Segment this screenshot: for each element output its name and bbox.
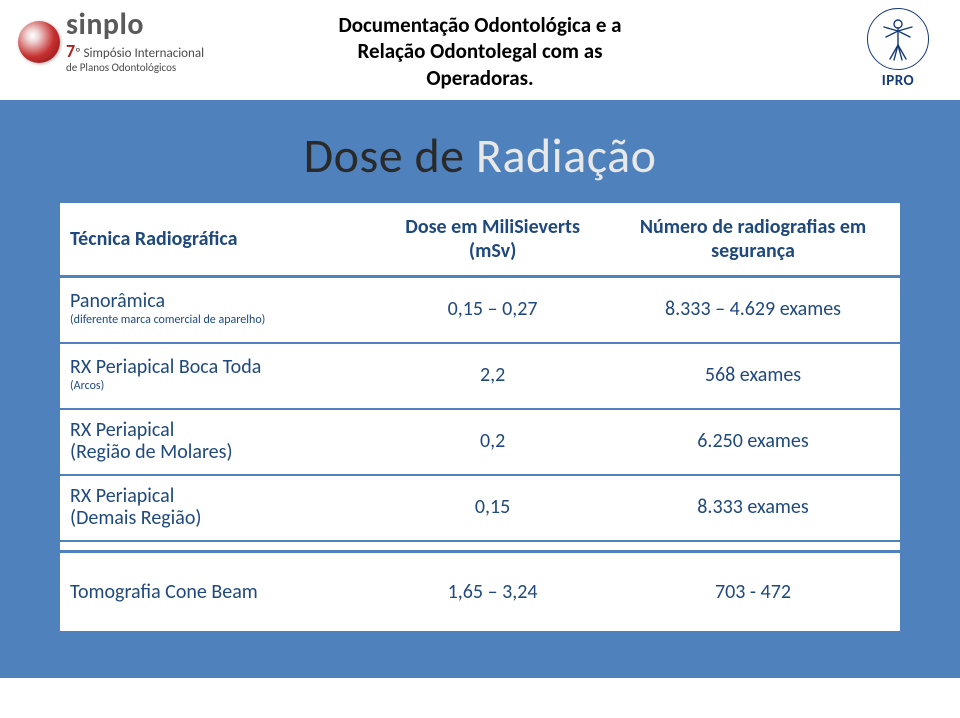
row-label: Panorâmica (diferente marca comercial de… bbox=[60, 277, 379, 344]
row-count: 568 exames bbox=[606, 343, 900, 409]
table-footer-row: Tomografia Cone Beam 1,65 – 3,24 703 - 4… bbox=[60, 552, 900, 633]
row-label: RX Periapical Boca Toda (Arcos) bbox=[60, 343, 379, 409]
col-header-count: Número de radiografias em segurança bbox=[606, 202, 900, 277]
row-label-sub2: (Demais Região) bbox=[70, 506, 201, 530]
row-label: RX Periapical (Demais Região) bbox=[60, 475, 379, 541]
header-title: Documentação Odontológica e a Relação Od… bbox=[260, 12, 700, 91]
footer-label: Tomografia Cone Beam bbox=[60, 552, 379, 633]
sinplo-seven: 7 bbox=[66, 40, 75, 62]
table-spacer bbox=[60, 541, 900, 552]
table-card: Técnica Radiográfica Dose em MiliSievert… bbox=[60, 200, 900, 634]
row-label-sub: (diferente marca comercial de aparelho) bbox=[70, 314, 369, 327]
sinplo-tagline-suffix: º Simpósio Internacional bbox=[75, 46, 204, 61]
table-row: RX Periapical (Região de Molares) 0,2 6.… bbox=[60, 409, 900, 475]
row-label-main: RX Periapical bbox=[70, 418, 174, 442]
row-count: 6.250 exames bbox=[606, 409, 900, 475]
radiation-table: Técnica Radiográfica Dose em MiliSievert… bbox=[60, 200, 900, 634]
vitruvian-icon bbox=[880, 17, 916, 61]
row-label-main: RX Periapical Boca Toda bbox=[70, 355, 261, 379]
header-title-line3: Operadoras. bbox=[426, 65, 533, 91]
row-label-main: RX Periapical bbox=[70, 484, 174, 508]
col-header-dose: Dose em MiliSieverts (mSv) bbox=[379, 202, 606, 277]
row-count: 8.333 – 4.629 exames bbox=[606, 277, 900, 344]
globe-icon bbox=[18, 21, 60, 63]
sinplo-tagline-1: 7º Simpósio Internacional bbox=[66, 42, 204, 60]
header: sinplo 7º Simpósio Internacional de Plan… bbox=[0, 0, 960, 100]
row-dose: 0,15 – 0,27 bbox=[379, 277, 606, 344]
slide-title-part2: Radiação bbox=[476, 126, 656, 185]
table-header-row: Técnica Radiográfica Dose em MiliSievert… bbox=[60, 202, 900, 277]
row-label-main: Panorâmica bbox=[70, 289, 165, 313]
logo-ipro: IPRO bbox=[862, 8, 934, 90]
header-title-line1: Documentação Odontológica e a bbox=[338, 12, 621, 38]
footer-count: 703 - 472 bbox=[606, 552, 900, 633]
sinplo-text: sinplo 7º Simpósio Internacional de Plan… bbox=[66, 10, 204, 73]
slide-title-part1: Dose de bbox=[304, 126, 476, 185]
row-dose: 0,2 bbox=[379, 409, 606, 475]
sinplo-brand: sinplo bbox=[66, 10, 204, 40]
row-dose: 0,15 bbox=[379, 475, 606, 541]
table-row: RX Periapical (Demais Região) 0,15 8.333… bbox=[60, 475, 900, 541]
table-row: Panorâmica (diferente marca comercial de… bbox=[60, 277, 900, 344]
slide: sinplo 7º Simpósio Internacional de Plan… bbox=[0, 0, 960, 718]
row-label: RX Periapical (Região de Molares) bbox=[60, 409, 379, 475]
row-label-sub: (Arcos) bbox=[70, 380, 369, 393]
sinplo-tagline-2: de Planos Odontológicos bbox=[66, 62, 204, 73]
slide-title: Dose de Radiação bbox=[0, 126, 960, 185]
row-label-sub2: (Região de Molares) bbox=[70, 440, 233, 464]
logo-sinplo: sinplo 7º Simpósio Internacional de Plan… bbox=[18, 10, 204, 73]
footer-dose: 1,65 – 3,24 bbox=[379, 552, 606, 633]
ipro-label: IPRO bbox=[862, 72, 934, 90]
row-dose: 2,2 bbox=[379, 343, 606, 409]
header-title-line2: Relação Odontolegal com as bbox=[357, 38, 602, 64]
ipro-circle-icon bbox=[867, 8, 929, 70]
table-row: RX Periapical Boca Toda (Arcos) 2,2 568 … bbox=[60, 343, 900, 409]
row-count: 8.333 exames bbox=[606, 475, 900, 541]
col-header-technique: Técnica Radiográfica bbox=[60, 202, 379, 277]
